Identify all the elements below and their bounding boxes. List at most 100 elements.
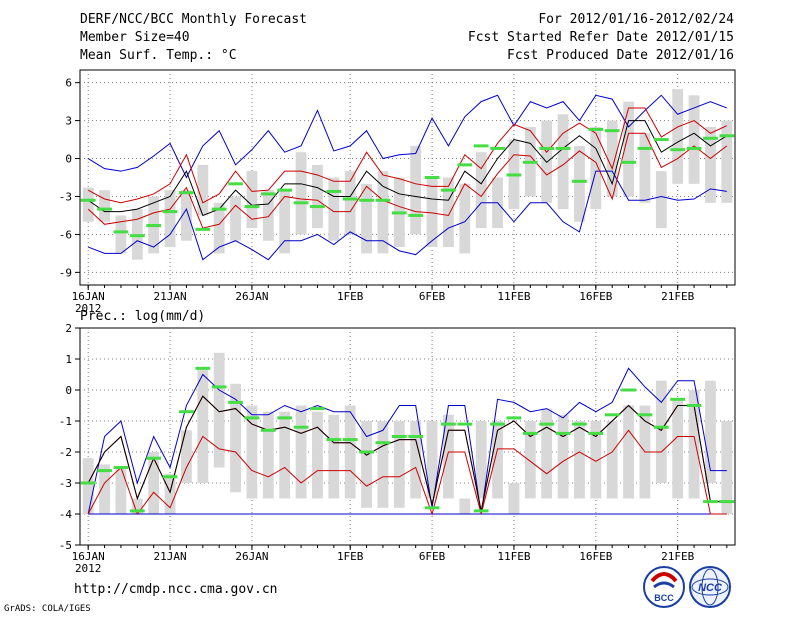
- y-tick-label: 0: [65, 153, 72, 166]
- median-marker: [621, 160, 636, 164]
- median-marker: [293, 201, 309, 205]
- median-marker: [686, 404, 702, 407]
- ensemble-box: [705, 380, 716, 483]
- ensemble-box: [181, 430, 192, 483]
- panel-frame: [79, 327, 736, 546]
- median-marker: [342, 438, 358, 442]
- median-marker: [375, 198, 391, 202]
- y-tick-label: 6: [65, 77, 72, 90]
- y-tick-label: 3: [65, 115, 72, 128]
- y-tick-label: -4: [59, 508, 73, 521]
- median-marker: [211, 207, 227, 211]
- median-marker: [572, 179, 587, 183]
- x-tick-label: 26JAN: [235, 290, 268, 303]
- x-tick-label: 6FEB: [419, 550, 446, 563]
- ensemble-box: [361, 183, 372, 254]
- x-tick-label: 1FEB: [337, 550, 364, 563]
- ensemble-box: [721, 421, 733, 514]
- ensemble-box: [328, 414, 340, 499]
- ensemble-box: [590, 126, 602, 210]
- y-tick-label: 2: [65, 322, 72, 335]
- median-marker: [670, 148, 686, 152]
- ensemble-box: [590, 421, 602, 499]
- median-marker: [653, 425, 669, 429]
- median-marker: [195, 366, 211, 370]
- ensemble-box: [246, 171, 258, 229]
- ensemble-box: [377, 171, 389, 254]
- ensemble-box: [508, 483, 520, 514]
- x-tick-label: 16JAN: [72, 290, 105, 303]
- median-marker: [506, 173, 522, 177]
- median-marker: [97, 469, 112, 473]
- ensemble-box: [82, 458, 94, 514]
- median-marker: [539, 422, 555, 426]
- median-marker: [310, 407, 325, 411]
- ensemble-box: [524, 421, 536, 499]
- median-marker: [162, 475, 178, 479]
- envelope-upper-line: [87, 94, 727, 179]
- ensemble-box: [197, 368, 209, 483]
- y-tick-label: -1: [59, 415, 72, 428]
- ensemble-box: [639, 133, 651, 203]
- ensemble-box: [410, 421, 422, 499]
- median-marker: [555, 146, 571, 150]
- ensemble-box: [426, 421, 438, 499]
- median-marker: [703, 136, 718, 140]
- median-marker: [391, 435, 407, 438]
- median-marker: [686, 146, 702, 150]
- median-marker: [146, 224, 162, 228]
- x-tick-label: 21FEB: [661, 550, 694, 563]
- x-tick-label: 6FEB: [419, 290, 446, 303]
- envelope-upper-line: [87, 367, 727, 515]
- median-marker: [113, 230, 129, 234]
- median-marker: [260, 192, 276, 196]
- ensemble-box: [443, 177, 454, 248]
- x-tick-label: 1FEB: [337, 290, 364, 303]
- y-tick-label: 0: [65, 384, 72, 397]
- median-marker: [391, 211, 407, 215]
- ensemble-box: [361, 421, 372, 508]
- ensemble-box: [213, 352, 225, 468]
- ensemble-box: [475, 421, 487, 499]
- ensemble-box: [606, 421, 618, 499]
- ensemble-box: [99, 190, 110, 222]
- ensemble-box: [426, 177, 438, 248]
- ensemble-box: [328, 177, 340, 241]
- median-marker: [719, 500, 735, 504]
- source-url[interactable]: http://cmdp.ncc.cma.gov.cn: [74, 582, 278, 597]
- median-marker: [113, 466, 129, 469]
- y-tick-label: 1: [65, 353, 72, 366]
- x-tick-label: 21JAN: [154, 550, 187, 563]
- ensemble-box: [164, 190, 176, 248]
- median-marker: [424, 176, 440, 179]
- y-tick-label: -3: [59, 190, 72, 203]
- x-year-label: 2012: [75, 562, 102, 575]
- median-marker: [490, 422, 505, 426]
- median-marker: [211, 385, 227, 389]
- median-marker: [604, 129, 620, 133]
- median-marker: [228, 182, 243, 186]
- ensemble-box: [262, 411, 274, 499]
- ensemble-box: [82, 187, 94, 222]
- forecast-start-date: Fcst Started Refer Date 2012/01/15: [467, 30, 734, 45]
- x-tick-label: 11FEB: [497, 290, 530, 303]
- median-marker: [588, 431, 604, 435]
- median-marker: [326, 438, 342, 442]
- x-tick-label: 16JAN: [72, 550, 105, 563]
- median-marker: [637, 146, 653, 150]
- ensemble-box: [131, 498, 143, 514]
- ensemble-box: [262, 190, 274, 241]
- median-marker: [228, 400, 243, 404]
- ensemble-box: [705, 126, 716, 203]
- ensemble-box: [443, 414, 454, 499]
- median-marker: [408, 213, 424, 217]
- median-marker: [359, 198, 374, 202]
- x-tick-label: 11FEB: [497, 550, 530, 563]
- ensemble-box: [344, 171, 356, 235]
- ensemble-box: [557, 414, 569, 499]
- median-marker: [604, 413, 620, 417]
- panel2-variable-label: Prec.: log(mm/d): [80, 309, 205, 324]
- median-marker: [719, 134, 735, 138]
- ncc-logo-text: NCC: [698, 582, 723, 594]
